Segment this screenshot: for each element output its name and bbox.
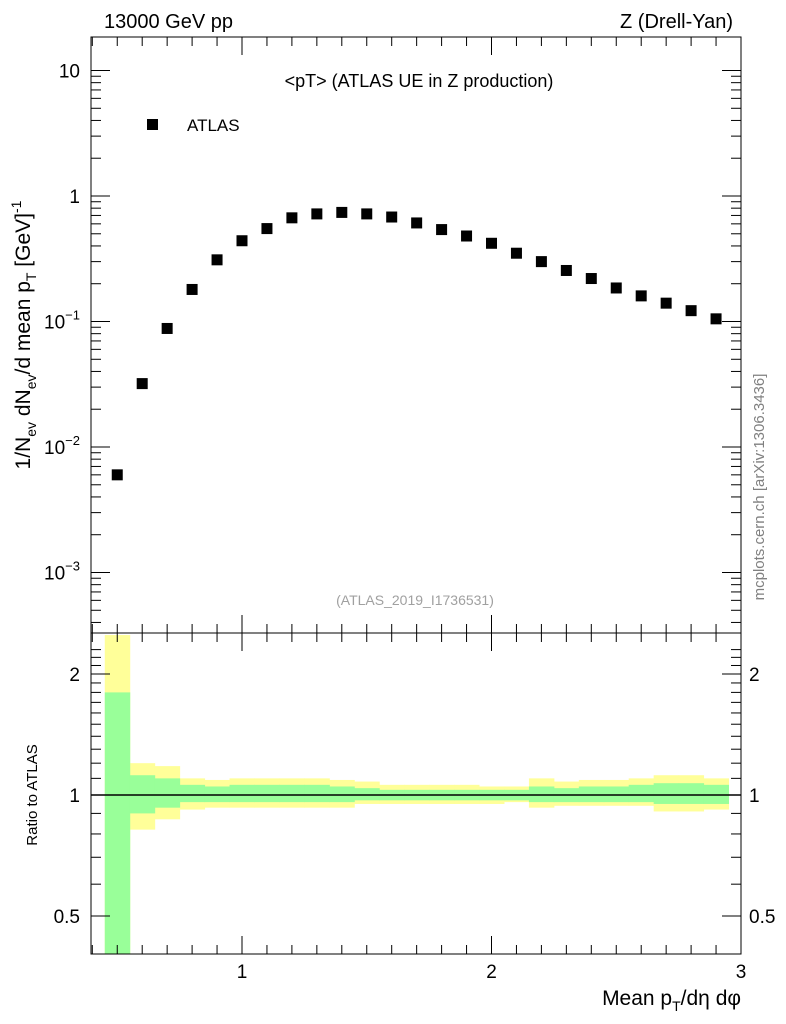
data-point [411,217,423,229]
ratio-y-tick-label: 0.5 [54,907,80,928]
data-point [510,247,522,259]
data-point [486,237,497,249]
main-plot-markers [111,206,722,481]
data-point [560,264,572,276]
ratio-plot-ticks [91,633,741,954]
ratio-y-tick-label-right: 0.5 [749,907,775,928]
data-point [710,313,722,325]
inner-band-bin [154,778,181,808]
ratio-plot-frame [90,632,742,955]
data-point [535,256,547,268]
legend-marker [147,119,158,130]
data-point [461,230,473,242]
header-right: Z (Drell-Yan) [620,11,733,33]
data-point [336,206,348,218]
ratio-y-tick-label: 2 [69,665,80,686]
legend-label: ATLAS [187,116,240,135]
analysis-label: (ATLAS_2019_I1736531) [336,592,494,608]
inner-band-bin [653,783,680,804]
y-tick-label: 10−3 [44,559,80,585]
inner-band-bin [254,784,280,803]
side-watermark: mcplots.cern.ch [arXiv:1306.3436] [751,374,768,601]
y-tick-label: 10−1 [44,308,80,334]
x-axis-label: Mean pT/dη dφ [602,987,741,1014]
data-point [635,290,647,302]
y-tick-label: 1 [69,187,80,208]
data-point [111,469,123,481]
inner-band-bin [354,788,380,801]
inner-band-bin [279,784,305,803]
ratio-y-tick-label: 1 [69,786,80,807]
x-tick-label: 2 [486,962,497,983]
data-point [261,223,273,235]
data-point [286,212,298,224]
inner-band-bin [229,784,255,803]
chart-title: <pT> (ATLAS UE in Z production) [285,71,554,91]
ratio-plot-panel: 0.5 0.5 1 1 2 2 1 2 3 Ratio to ATLAS Mean pT/dη … [24,632,776,1014]
data-point [685,305,697,317]
inner-band-bin [304,784,330,803]
data-point [610,282,622,294]
ratio-y-axis-label: Ratio to ATLAS [24,744,41,845]
data-point [660,297,672,309]
inner-band-bin [628,784,655,803]
x-tick-label: 1 [237,962,248,983]
x-tick-label: 3 [736,962,747,983]
data-point [585,273,597,285]
inner-band-bin [179,784,206,803]
ratio-y-tick-label-right: 2 [749,665,760,686]
inner-band-bin [104,692,131,954]
data-point [311,208,323,220]
inner-band-bin [678,783,705,804]
data-point [361,208,373,220]
y-tick-label: 10−2 [44,433,80,459]
header-left: 13000 GeV pp [104,11,233,33]
ratio-y-tick-label-right: 1 [749,786,760,807]
ratio-plot-tick-labels: 0.5 0.5 1 1 2 2 1 2 3 [54,665,776,983]
main-plot-ticks [91,37,741,633]
data-point [436,224,448,236]
main-y-axis-label: 1/Nev dNev/d mean pT [GeV]-1 [8,200,39,469]
data-point [211,254,223,266]
y-tick-label: 10 [59,62,80,83]
data-point [386,211,398,223]
data-point [136,378,148,390]
main-plot-y-tick-labels: 10−3 10−2 10−1 1 10 [44,62,80,585]
data-point [161,322,173,334]
main-plot-panel: <pT> (ATLAS UE in Z production) ATLAS (A… [8,36,742,634]
data-point [186,283,198,295]
data-point [236,235,248,247]
